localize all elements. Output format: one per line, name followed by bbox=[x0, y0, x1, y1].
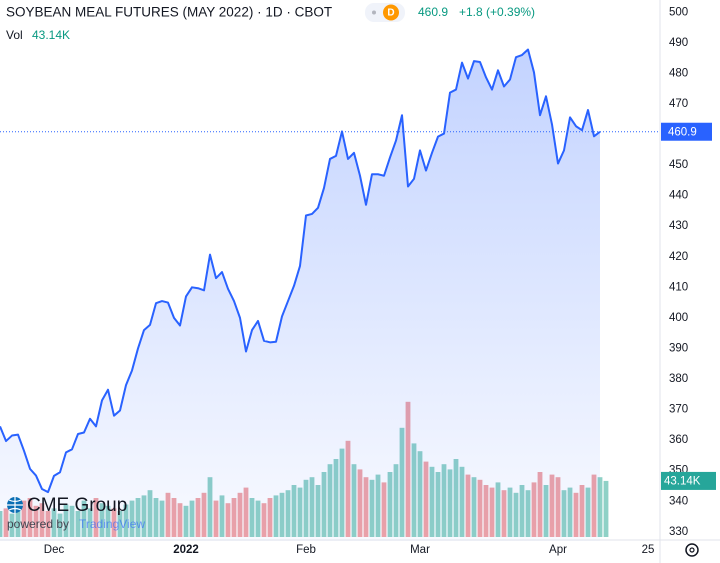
y-tick-label: 340 bbox=[669, 495, 688, 507]
y-tick-label: 370 bbox=[669, 404, 688, 416]
price-change: +1.8 (+0.39%) bbox=[459, 5, 535, 19]
y-tick-label: 490 bbox=[669, 37, 688, 49]
x-tick-label: 2022 bbox=[173, 544, 199, 556]
y-tick-label: 410 bbox=[669, 281, 688, 293]
volume-bar bbox=[603, 480, 609, 537]
x-tick-label: Apr bbox=[549, 544, 567, 556]
x-tick-label: Feb bbox=[296, 544, 316, 556]
axes: 3303403503603703803904004104204304404504… bbox=[44, 6, 716, 556]
logo-lines bbox=[7, 497, 23, 513]
logo-brand: CME Group bbox=[27, 495, 127, 516]
gear-center[interactable] bbox=[689, 547, 695, 553]
y-tick-label: 360 bbox=[669, 434, 688, 446]
last-price-label: 460.9 bbox=[668, 126, 697, 138]
logo: CME Group powered by TradingView bbox=[7, 495, 145, 531]
x-tick-label: Mar bbox=[410, 544, 430, 556]
volume-last-box bbox=[661, 471, 716, 490]
volume-label: Vol bbox=[6, 28, 23, 42]
y-tick-label: 470 bbox=[669, 98, 688, 110]
gear-ring[interactable] bbox=[685, 543, 699, 557]
volume-last-label: 43.14K bbox=[664, 475, 701, 487]
chart-title: SOYBEAN MEAL FUTURES (MAY 2022) · 1D · C… bbox=[6, 5, 332, 20]
y-tick-label: 430 bbox=[669, 220, 688, 232]
logo-provider: TradingView bbox=[79, 517, 145, 531]
y-tick-label: 380 bbox=[669, 373, 688, 385]
y-tick-label: 390 bbox=[669, 342, 688, 354]
y-tick-label: 330 bbox=[669, 526, 688, 538]
badge-circle bbox=[383, 4, 399, 21]
y-tick-label: 450 bbox=[669, 159, 688, 171]
last-price: 460.9 bbox=[418, 5, 448, 19]
volume-value: 43.14K bbox=[32, 28, 70, 42]
x-tick-label: 25 bbox=[642, 544, 655, 556]
x-tick-label: Dec bbox=[44, 544, 65, 556]
logo-powered: powered by bbox=[7, 517, 69, 531]
price-line bbox=[0, 48, 601, 494]
y-tick-label: 400 bbox=[669, 312, 688, 324]
last-price-box bbox=[661, 122, 712, 141]
area-fill bbox=[0, 49, 600, 541]
y-tick-label: 480 bbox=[669, 67, 688, 79]
y-tick-label: 440 bbox=[669, 190, 688, 202]
y-tick-label: 500 bbox=[669, 6, 688, 18]
plot-area bbox=[0, 48, 660, 541]
settings-icon[interactable] bbox=[685, 543, 699, 557]
badge: D bbox=[387, 8, 394, 19]
badge-dot bbox=[372, 10, 376, 15]
y-tick-label: 420 bbox=[669, 251, 688, 263]
